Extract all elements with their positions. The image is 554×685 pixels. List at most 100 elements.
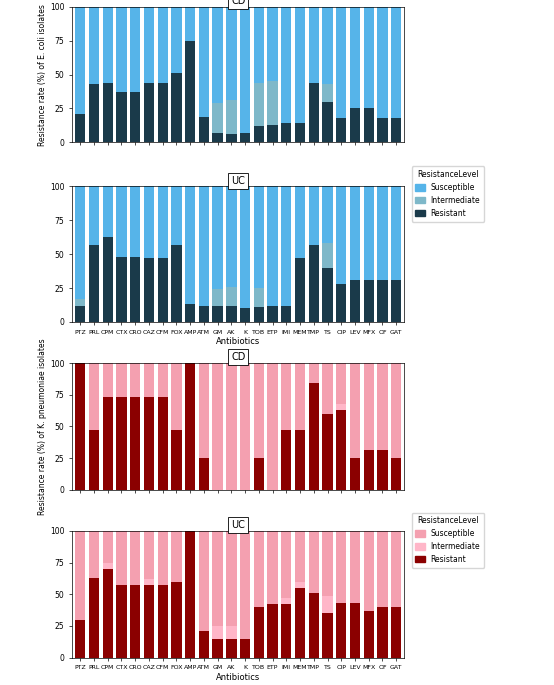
Bar	[226, 638, 237, 658]
Bar	[350, 363, 360, 458]
Bar	[144, 586, 154, 658]
Legend: Susceptible, Intermediate, Resistant: Susceptible, Intermediate, Resistant	[412, 512, 484, 568]
Bar	[322, 7, 332, 84]
Bar	[309, 245, 319, 322]
Bar	[254, 607, 264, 658]
Bar	[171, 186, 182, 245]
Bar	[130, 531, 140, 586]
Bar	[185, 40, 196, 142]
Bar	[185, 531, 196, 658]
Bar	[75, 363, 85, 490]
Bar	[322, 101, 332, 142]
Bar	[377, 186, 388, 280]
Bar	[281, 604, 291, 658]
Title: CD: CD	[231, 0, 245, 6]
Bar	[281, 598, 291, 604]
Bar	[199, 116, 209, 142]
Bar	[295, 588, 305, 658]
Bar	[213, 186, 223, 290]
Bar	[281, 430, 291, 490]
Bar	[102, 531, 113, 562]
Bar	[295, 123, 305, 142]
Bar	[144, 83, 154, 142]
Bar	[130, 92, 140, 142]
Bar	[268, 363, 278, 490]
Bar	[377, 531, 388, 607]
Bar	[89, 7, 99, 84]
Bar	[336, 363, 346, 403]
Bar	[89, 531, 99, 578]
Bar	[75, 186, 85, 299]
Bar	[185, 186, 196, 304]
Bar	[226, 186, 237, 287]
Bar	[363, 451, 374, 490]
Bar	[268, 531, 278, 604]
Bar	[363, 7, 374, 108]
Bar	[268, 125, 278, 142]
Bar	[226, 7, 237, 100]
Bar	[309, 7, 319, 83]
Bar	[199, 458, 209, 490]
Bar	[116, 186, 127, 257]
Bar	[350, 186, 360, 280]
Bar	[157, 586, 168, 658]
Bar	[391, 280, 401, 322]
Bar	[130, 363, 140, 397]
Bar	[130, 397, 140, 490]
Bar	[281, 363, 291, 430]
Bar	[254, 186, 264, 288]
X-axis label: Antibiotics: Antibiotics	[216, 338, 260, 347]
Bar	[281, 7, 291, 123]
Bar	[377, 451, 388, 490]
Bar	[254, 307, 264, 322]
Bar	[377, 363, 388, 451]
Bar	[309, 593, 319, 658]
Bar	[350, 280, 360, 322]
Bar	[281, 306, 291, 322]
Bar	[102, 562, 113, 569]
Bar	[363, 108, 374, 142]
Bar	[391, 531, 401, 607]
Bar	[102, 363, 113, 397]
Bar	[240, 638, 250, 658]
Bar	[363, 186, 374, 280]
Bar	[185, 7, 196, 40]
Bar	[199, 306, 209, 322]
Bar	[240, 308, 250, 322]
Bar	[295, 531, 305, 582]
Bar	[75, 620, 85, 658]
Bar	[116, 397, 127, 490]
Bar	[240, 133, 250, 142]
Bar	[240, 7, 250, 133]
Bar	[157, 363, 168, 397]
Bar	[75, 531, 85, 620]
Bar	[185, 304, 196, 322]
Bar	[89, 84, 99, 142]
Bar	[309, 83, 319, 142]
Bar	[213, 306, 223, 322]
Bar	[157, 83, 168, 142]
Bar	[226, 287, 237, 306]
Bar	[240, 531, 250, 638]
Bar	[213, 531, 223, 626]
Bar	[281, 186, 291, 306]
Bar	[75, 7, 85, 114]
Bar	[391, 186, 401, 280]
Bar	[171, 582, 182, 658]
Bar	[309, 531, 319, 593]
Bar	[199, 531, 209, 631]
Bar	[116, 257, 127, 322]
Bar	[171, 531, 182, 582]
Bar	[102, 397, 113, 490]
Bar	[309, 384, 319, 490]
Bar	[309, 363, 319, 384]
Bar	[144, 397, 154, 490]
Bar	[350, 458, 360, 490]
Legend: Susceptible, Intermediate, Resistant: Susceptible, Intermediate, Resistant	[412, 166, 484, 221]
Bar	[377, 607, 388, 658]
Bar	[144, 186, 154, 258]
Bar	[171, 363, 182, 430]
Bar	[157, 531, 168, 586]
Bar	[226, 531, 237, 626]
Bar	[102, 7, 113, 83]
